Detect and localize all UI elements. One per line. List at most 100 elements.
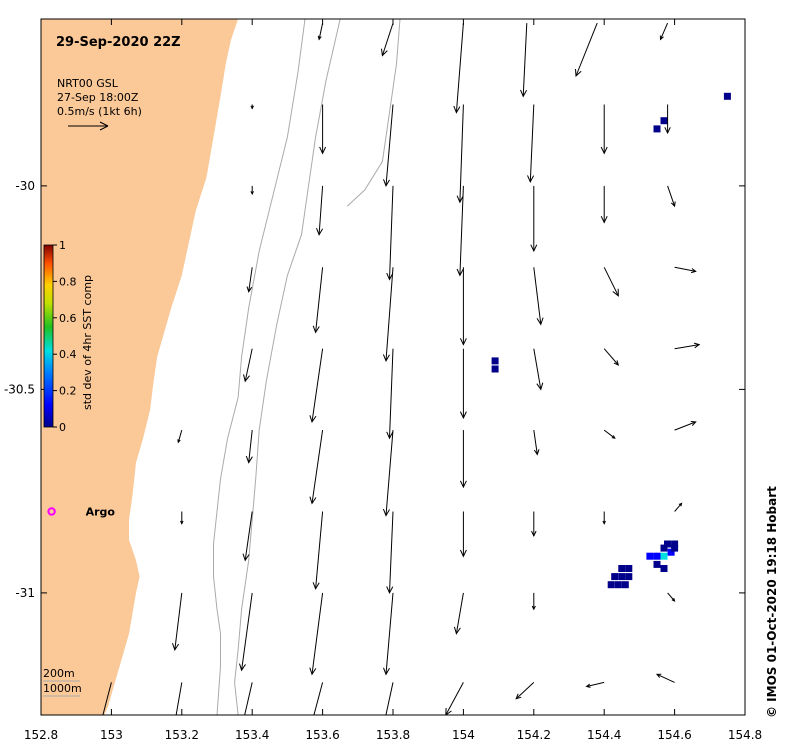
product-time: 27-Sep 18:00Z	[57, 91, 139, 104]
current-vector	[246, 267, 253, 293]
current-vector	[515, 682, 535, 700]
current-vector	[674, 502, 683, 512]
current-vector	[600, 104, 608, 155]
x-axis: 152.8 153 153.2 153.4 153.6 153.8 154 154.2 154.…	[24, 19, 762, 742]
x-tick-label: 153.8	[376, 728, 410, 742]
colorbar-tick-label: 0.2	[59, 385, 77, 398]
colorbar-tick-label: 0.8	[59, 275, 77, 288]
current-vector	[309, 348, 324, 424]
current-vector	[242, 511, 253, 562]
current-vector	[531, 592, 536, 611]
current-vector	[386, 185, 394, 281]
current-vector	[309, 430, 324, 505]
x-tick-label: 154.6	[657, 728, 691, 742]
depth-legend-1000m: 1000m	[43, 682, 82, 695]
product-name: NRT00 GSL	[57, 77, 119, 90]
sst-pixel	[618, 573, 626, 581]
current-vector	[456, 185, 464, 277]
colorbar-tick-label: 1	[59, 239, 66, 252]
current-vector	[245, 430, 253, 464]
depth-legend-200m: 200m	[43, 667, 75, 680]
colorbar-tick-label: 0.4	[59, 348, 77, 361]
sst-pixel	[660, 552, 668, 560]
current-vector	[382, 267, 394, 363]
current-vector	[456, 104, 464, 204]
current-vector	[600, 185, 608, 224]
current-vector	[527, 104, 535, 183]
colorbar: 1 0.8 0.6 0.4 0.2 0 std dev of 4hr SST comp	[43, 239, 94, 434]
sst-pixel	[646, 552, 654, 560]
sst-pixel	[491, 365, 499, 373]
current-vector	[445, 682, 464, 715]
current-vector	[459, 430, 467, 489]
depth-contour-shelf	[346, 19, 401, 207]
current-vector	[313, 682, 324, 715]
x-tick-label: 152.8	[24, 728, 58, 742]
y-tick-label: -30	[15, 179, 35, 193]
current-vector	[243, 348, 253, 383]
depth-contour-1000m	[234, 19, 341, 715]
current-vector	[386, 348, 394, 440]
current-vector	[172, 592, 183, 652]
current-vector	[382, 430, 394, 517]
colorbar-label: std dev of 4hr SST comp	[81, 275, 94, 410]
current-vector	[250, 185, 254, 196]
y-tick-label: -30.5	[4, 382, 35, 396]
sst-pixel	[625, 573, 633, 581]
sst-pixel	[671, 540, 679, 548]
current-vector	[385, 682, 394, 715]
argo-label: Argo	[86, 506, 116, 519]
x-tick-label: 153.2	[165, 728, 199, 742]
sst-std-pixels	[491, 92, 731, 589]
current-vector	[317, 22, 324, 41]
current-vector	[655, 673, 675, 683]
x-tick-label: 153	[100, 728, 123, 742]
product-scale: 0.5m/s (1kt 6h)	[57, 105, 142, 118]
current-vector	[239, 592, 253, 672]
current-vector	[531, 511, 537, 538]
land-mass	[41, 19, 239, 715]
argo-float-marker	[47, 507, 56, 516]
colorbar-tick-label: 0.6	[59, 312, 77, 325]
y-axis: -30 -30.5 -31	[4, 179, 745, 600]
current-vector	[453, 592, 464, 635]
sst-pixel	[660, 544, 668, 552]
current-vector	[533, 348, 544, 391]
sst-pixel	[664, 540, 671, 548]
current-vector	[533, 267, 544, 326]
sst-pixel	[614, 581, 622, 589]
depth-legend: 200m 1000m	[43, 667, 82, 697]
x-tick-label: 153.4	[235, 728, 269, 742]
current-vector	[674, 421, 697, 431]
scale-arrow	[68, 121, 109, 131]
current-vector	[603, 267, 619, 297]
current-vector	[383, 104, 394, 188]
current-vector	[602, 511, 606, 525]
current-vector	[585, 681, 605, 688]
current-vector	[180, 511, 184, 525]
current-vector	[459, 267, 467, 346]
current-vector	[453, 23, 464, 114]
sst-pixel	[660, 117, 668, 125]
current-vector	[520, 23, 528, 98]
current-vector	[309, 592, 324, 676]
current-vector	[603, 429, 616, 439]
current-vector	[175, 682, 183, 715]
current-vector	[533, 430, 540, 456]
x-tick-label: 154.8	[728, 728, 762, 742]
sst-pixel	[491, 357, 499, 365]
x-tick-label: 153.6	[305, 728, 339, 742]
map-title: 29-Sep-2020 22Z	[56, 35, 181, 50]
current-vector	[312, 267, 324, 334]
current-vector	[659, 22, 669, 41]
current-vectors	[102, 22, 701, 715]
current-vector	[316, 185, 324, 236]
sst-pixel	[653, 552, 661, 560]
y-tick-label: -31	[15, 586, 35, 600]
depth-contour-200m	[213, 19, 306, 715]
sst-pixel	[607, 581, 615, 589]
current-vector	[603, 348, 620, 366]
x-tick-label: 154.2	[517, 728, 551, 742]
sst-pixel	[625, 565, 633, 572]
sst-pixel	[660, 565, 668, 572]
